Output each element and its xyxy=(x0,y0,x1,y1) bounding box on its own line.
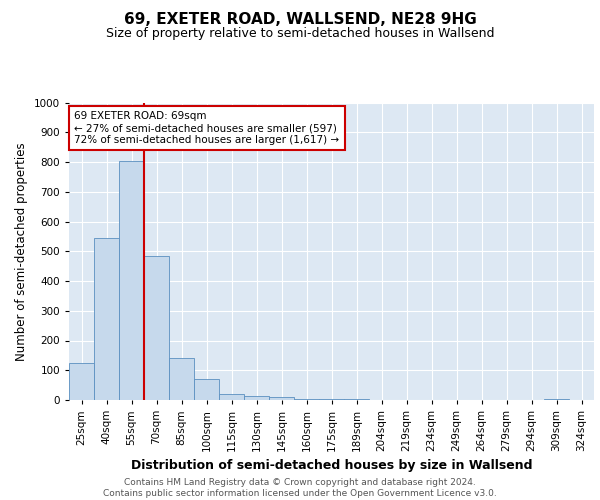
Bar xyxy=(119,160,144,400)
Bar xyxy=(69,363,94,400)
Bar xyxy=(94,238,119,400)
Text: 69 EXETER ROAD: 69sqm
← 27% of semi-detached houses are smaller (597)
72% of sem: 69 EXETER ROAD: 69sqm ← 27% of semi-deta… xyxy=(74,112,340,144)
Text: 69, EXETER ROAD, WALLSEND, NE28 9HG: 69, EXETER ROAD, WALLSEND, NE28 9HG xyxy=(124,12,476,28)
X-axis label: Distribution of semi-detached houses by size in Wallsend: Distribution of semi-detached houses by … xyxy=(131,460,532,472)
Text: Contains HM Land Registry data © Crown copyright and database right 2024.
Contai: Contains HM Land Registry data © Crown c… xyxy=(103,478,497,498)
Bar xyxy=(244,396,269,400)
Bar xyxy=(219,394,244,400)
Text: Size of property relative to semi-detached houses in Wallsend: Size of property relative to semi-detach… xyxy=(106,28,494,40)
Bar xyxy=(144,256,169,400)
Bar xyxy=(194,379,219,400)
Bar xyxy=(169,358,194,400)
Y-axis label: Number of semi-detached properties: Number of semi-detached properties xyxy=(15,142,28,360)
Bar xyxy=(269,397,294,400)
Bar xyxy=(319,399,344,400)
Bar xyxy=(294,398,319,400)
